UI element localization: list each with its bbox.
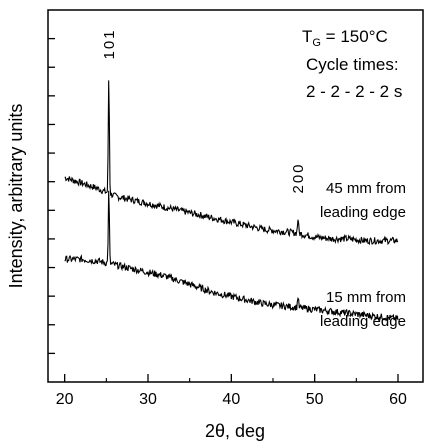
- series-lines: [64, 80, 399, 322]
- x-tick-label: 40: [222, 391, 240, 408]
- tg-subscript: G: [312, 37, 321, 49]
- series-0-label-line2: leading edge: [320, 204, 406, 221]
- series-0-label-line1: 45 mm from: [326, 180, 406, 197]
- y-axis-label: Intensity, arbitrary units: [6, 104, 26, 289]
- conditions-annotation: TG = 150°C Cycle times: 2 - 2 - 2 - 2 s: [302, 27, 402, 101]
- x-tick-label: 20: [56, 391, 74, 408]
- x-axis-label: 2θ, deg: [205, 421, 265, 441]
- x-tick-label: 30: [139, 391, 157, 408]
- series-0-line: [64, 80, 399, 246]
- series-1-line: [64, 190, 399, 322]
- peak-label: 101: [101, 28, 118, 59]
- plot-frame: [47, 9, 424, 383]
- peak-labels: 101 200: [101, 28, 307, 193]
- x-tick-label: 60: [389, 391, 407, 408]
- tg-value: = 150°C: [321, 27, 388, 46]
- tg-symbol: T: [302, 27, 312, 46]
- x-tick-labels: 20 30 40 50 60: [56, 391, 407, 408]
- series-1-label-line1: 15 mm from: [326, 289, 406, 306]
- x-tick-label: 50: [306, 391, 324, 408]
- y-axis-ticks: [48, 37, 55, 355]
- cycle-times-label: Cycle times:: [306, 55, 399, 74]
- series-labels: 45 mm from leading edge 15 mm from leading …: [320, 180, 406, 330]
- series-1-label-line2: leading edge: [320, 313, 406, 330]
- tg-line: TG = 150°C: [302, 27, 388, 49]
- cycle-times-value: 2 - 2 - 2 - 2 s: [306, 82, 402, 101]
- peak-label: 200: [290, 162, 307, 193]
- x-axis-ticks: [64, 374, 399, 382]
